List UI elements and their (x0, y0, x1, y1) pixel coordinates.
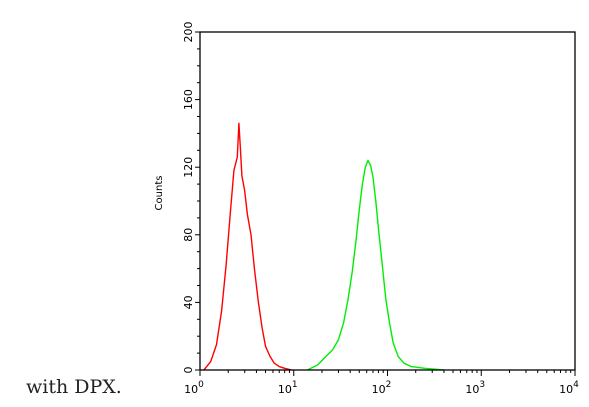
x-tick-label: 104 (559, 380, 579, 396)
y-tick-label: 200 (182, 22, 195, 43)
histogram-series-2 (307, 159, 444, 371)
x-tick-base: 10 (184, 383, 198, 396)
y-tick-label: 120 (182, 157, 195, 178)
x-tick-exponent: 2 (386, 380, 392, 390)
x-tick-exponent: 0 (198, 380, 204, 390)
x-tick-label: 100 (184, 380, 204, 396)
histogram-series-1 (203, 122, 292, 371)
x-tick-exponent: 4 (573, 380, 579, 390)
caption-text: with DPX. (26, 376, 122, 398)
x-tick-label: 101 (278, 380, 298, 396)
y-axis-ticks: 0 40 80 120 160 200 (182, 22, 200, 374)
x-tick-label: 103 (465, 380, 485, 396)
y-tick-label: 160 (182, 89, 195, 110)
x-tick-base: 10 (465, 383, 479, 396)
y-axis-label: Counts (154, 176, 165, 211)
x-tick-base: 10 (559, 383, 573, 396)
x-tick-base: 10 (372, 383, 386, 396)
y-tick-label: 80 (182, 228, 195, 242)
y-tick-label: 40 (182, 295, 195, 309)
x-axis-ticks: 100 101 102 103 104 (184, 370, 579, 396)
x-tick-exponent: 3 (479, 380, 485, 390)
x-tick-exponent: 1 (292, 380, 298, 390)
x-tick-base: 10 (278, 383, 292, 396)
y-tick-label: 0 (182, 367, 195, 374)
plot-frame (199, 31, 576, 371)
series-group (203, 122, 444, 371)
x-tick-label: 102 (372, 380, 392, 396)
